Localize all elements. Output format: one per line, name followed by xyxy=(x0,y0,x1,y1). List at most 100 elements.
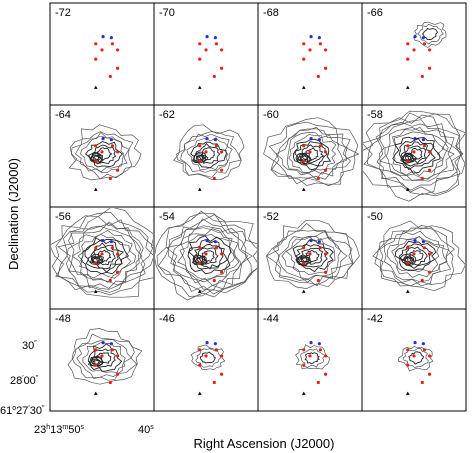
emission-contour xyxy=(422,27,438,41)
red-source-marker xyxy=(302,57,306,61)
red-source-marker xyxy=(198,348,202,352)
channel-panel: -68 xyxy=(257,2,363,106)
red-source-marker xyxy=(318,42,322,46)
red-source-marker xyxy=(100,252,104,256)
emission-contour xyxy=(375,122,463,191)
red-source-marker xyxy=(324,354,328,358)
emission-contour xyxy=(190,141,227,169)
contour-group xyxy=(155,210,257,301)
triangle-marker xyxy=(93,391,98,395)
core-contour xyxy=(90,154,102,162)
emission-contour xyxy=(186,137,229,171)
emission-contour xyxy=(192,243,224,270)
red-source-marker xyxy=(214,246,218,250)
emission-contour xyxy=(277,230,348,283)
emission-contour xyxy=(85,141,124,168)
red-source-marker xyxy=(412,150,416,154)
panel-frame xyxy=(49,206,155,310)
emission-contour xyxy=(295,344,331,370)
velocity-label: -54 xyxy=(159,211,175,223)
contour-group xyxy=(295,344,331,370)
emission-contour xyxy=(51,211,153,296)
blue-source-marker xyxy=(421,240,425,244)
red-source-marker xyxy=(94,159,98,163)
core-contour xyxy=(196,257,204,263)
red-source-marker xyxy=(324,66,328,70)
contour-group xyxy=(398,345,434,372)
red-source-marker xyxy=(198,261,202,265)
velocity-label: -58 xyxy=(367,109,383,121)
channel-panel: -62 xyxy=(153,104,259,208)
emission-contour xyxy=(400,141,432,167)
emission-contour xyxy=(179,234,237,281)
red-source-marker xyxy=(204,252,208,256)
red-source-marker xyxy=(212,74,216,79)
velocity-label: -42 xyxy=(367,313,383,325)
emission-contour xyxy=(66,225,143,286)
emission-contour xyxy=(275,128,348,180)
emission-contour xyxy=(395,240,437,272)
core-contour xyxy=(92,257,100,263)
red-source-marker xyxy=(214,348,218,352)
red-source-marker xyxy=(302,363,306,367)
emission-contour xyxy=(167,218,253,295)
blue-source-marker xyxy=(309,35,313,39)
emission-contour xyxy=(195,348,221,368)
velocity-label: -52 xyxy=(263,211,279,223)
red-source-marker xyxy=(428,48,432,52)
red-source-marker xyxy=(308,252,312,256)
core-contour xyxy=(196,155,204,161)
emission-contour xyxy=(417,23,444,45)
emission-contour xyxy=(156,210,257,301)
red-source-marker xyxy=(110,246,114,250)
core-contour xyxy=(400,152,418,164)
blue-source-marker xyxy=(309,239,313,243)
contour-group xyxy=(68,124,142,181)
emission-contour xyxy=(199,351,217,364)
core-contour xyxy=(295,254,312,267)
emission-contour xyxy=(374,220,465,292)
core-contour xyxy=(295,152,312,164)
emission-contour xyxy=(155,212,257,297)
red-source-marker xyxy=(302,144,306,148)
core-contour xyxy=(89,153,102,163)
red-source-marker xyxy=(204,48,208,52)
blue-source-marker xyxy=(109,138,113,142)
emission-contour xyxy=(90,242,119,270)
red-source-marker xyxy=(94,57,98,61)
red-source-marker xyxy=(116,48,120,52)
emission-contour xyxy=(363,112,465,195)
core-contour xyxy=(193,153,207,163)
emission-contour xyxy=(379,127,455,182)
red-source-marker xyxy=(116,270,120,274)
core-contour xyxy=(296,256,311,265)
x-tick-label-40s: 40s xyxy=(138,424,154,436)
emission-contour xyxy=(263,117,359,186)
blue-source-marker xyxy=(421,342,425,346)
channel-panel: -72 xyxy=(49,2,155,106)
blue-source-marker xyxy=(213,240,217,244)
red-source-marker xyxy=(406,144,410,148)
channel-panel: -58 xyxy=(361,104,467,208)
core-contour xyxy=(92,155,100,161)
core-contour xyxy=(89,357,103,367)
blue-source-marker xyxy=(309,341,313,345)
red-source-marker xyxy=(324,48,328,52)
red-source-marker xyxy=(412,48,416,52)
red-source-marker xyxy=(198,246,202,250)
emission-contour xyxy=(77,234,132,279)
red-source-marker xyxy=(302,42,306,46)
contour-group xyxy=(67,328,143,385)
emission-contour xyxy=(170,225,242,286)
y-tick-label-30: 30″ xyxy=(22,340,37,352)
emission-contour xyxy=(366,114,465,195)
velocity-label: -62 xyxy=(159,109,175,121)
red-source-marker xyxy=(308,150,312,154)
velocity-label: -72 xyxy=(55,7,71,19)
contour-group xyxy=(413,21,447,48)
red-source-marker xyxy=(198,57,202,61)
blue-source-marker xyxy=(205,341,209,345)
emission-contour xyxy=(157,214,252,292)
blue-source-marker xyxy=(413,239,417,243)
red-source-marker xyxy=(116,168,120,172)
